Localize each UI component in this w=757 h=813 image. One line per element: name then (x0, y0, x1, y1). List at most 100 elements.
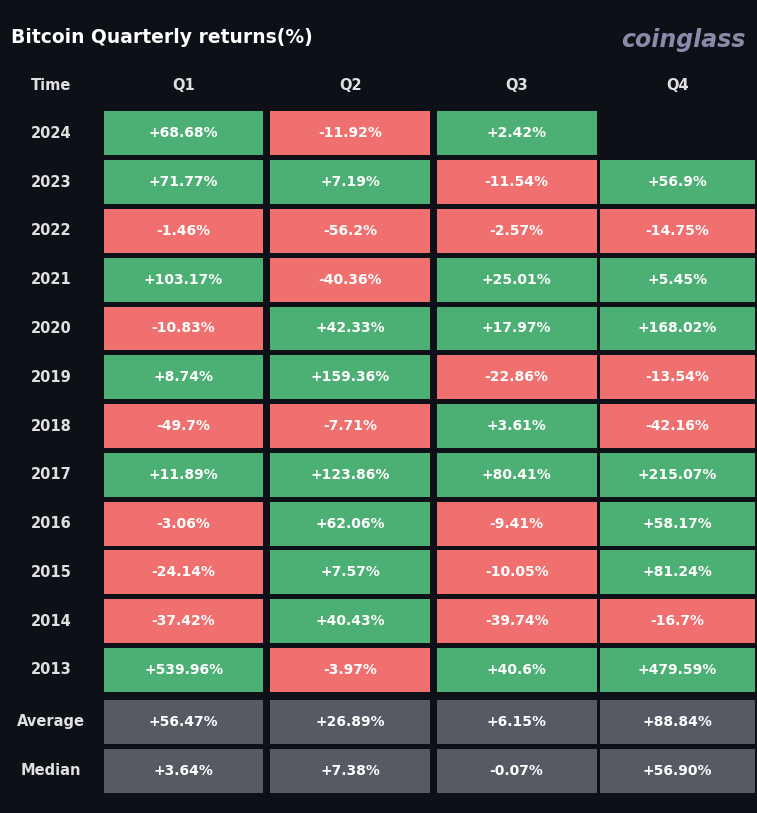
Bar (104, 258, 263, 302)
Bar (104, 160, 263, 204)
Text: -49.7%: -49.7% (157, 419, 210, 433)
Bar (270, 258, 430, 302)
Text: +215.07%: +215.07% (638, 467, 717, 482)
Bar (104, 599, 263, 643)
Text: Time: Time (31, 78, 71, 93)
Text: Q2: Q2 (339, 78, 361, 93)
Text: +81.24%: +81.24% (643, 565, 712, 580)
Text: -39.74%: -39.74% (484, 614, 549, 628)
Text: -3.06%: -3.06% (157, 516, 210, 531)
Text: -16.7%: -16.7% (650, 614, 705, 628)
Bar (600, 160, 755, 204)
Bar (270, 404, 430, 448)
Bar (437, 160, 597, 204)
Text: +6.15%: +6.15% (487, 715, 547, 729)
Text: Bitcoin Quarterly returns(%): Bitcoin Quarterly returns(%) (11, 28, 313, 47)
Text: -11.92%: -11.92% (318, 126, 382, 141)
Text: +25.01%: +25.01% (481, 272, 552, 287)
Bar (437, 355, 597, 399)
Bar (600, 700, 755, 744)
Text: 2020: 2020 (31, 321, 71, 336)
Text: -11.54%: -11.54% (484, 175, 549, 189)
Bar (600, 111, 755, 155)
Text: +168.02%: +168.02% (638, 321, 717, 336)
Bar (270, 749, 430, 793)
Bar (104, 307, 263, 350)
Bar (600, 599, 755, 643)
Text: +56.90%: +56.90% (643, 763, 712, 778)
Bar (270, 453, 430, 497)
Bar (437, 502, 597, 546)
Bar (104, 404, 263, 448)
Text: -1.46%: -1.46% (157, 224, 210, 238)
Bar (600, 550, 755, 594)
Text: 2017: 2017 (31, 467, 71, 482)
Bar (104, 111, 263, 155)
Text: +8.74%: +8.74% (154, 370, 213, 385)
Bar (437, 749, 597, 793)
Bar (104, 749, 263, 793)
Bar (270, 550, 430, 594)
Bar (437, 307, 597, 350)
Text: +26.89%: +26.89% (316, 715, 385, 729)
Text: -7.71%: -7.71% (323, 419, 377, 433)
Text: +11.89%: +11.89% (148, 467, 219, 482)
Bar (270, 700, 430, 744)
Bar (600, 209, 755, 253)
Text: -13.54%: -13.54% (646, 370, 709, 385)
Text: -3.97%: -3.97% (323, 663, 377, 677)
Text: +68.68%: +68.68% (149, 126, 218, 141)
Bar (437, 648, 597, 692)
Text: +56.47%: +56.47% (149, 715, 218, 729)
Bar (437, 453, 597, 497)
Bar (270, 648, 430, 692)
Text: Q4: Q4 (666, 78, 689, 93)
Bar (600, 502, 755, 546)
Bar (600, 453, 755, 497)
Bar (270, 502, 430, 546)
Text: -14.75%: -14.75% (646, 224, 709, 238)
Text: Q1: Q1 (172, 78, 195, 93)
Bar (437, 599, 597, 643)
Bar (437, 111, 597, 155)
Text: -24.14%: -24.14% (151, 565, 216, 580)
Text: +40.43%: +40.43% (316, 614, 385, 628)
Bar (600, 307, 755, 350)
Text: -37.42%: -37.42% (151, 614, 216, 628)
Text: +40.6%: +40.6% (487, 663, 547, 677)
Bar (437, 550, 597, 594)
Bar (270, 160, 430, 204)
Text: +123.86%: +123.86% (310, 467, 390, 482)
Bar (104, 502, 263, 546)
Text: -10.83%: -10.83% (151, 321, 216, 336)
Text: Median: Median (21, 763, 81, 778)
Text: -40.36%: -40.36% (318, 272, 382, 287)
Text: +17.97%: +17.97% (482, 321, 551, 336)
Bar (104, 550, 263, 594)
Text: 2016: 2016 (31, 516, 71, 531)
Bar (270, 111, 430, 155)
Text: +56.9%: +56.9% (647, 175, 708, 189)
Bar (104, 355, 263, 399)
Text: +62.06%: +62.06% (316, 516, 385, 531)
Text: +3.61%: +3.61% (487, 419, 547, 433)
Bar (104, 700, 263, 744)
Text: 2023: 2023 (31, 175, 71, 189)
Text: -56.2%: -56.2% (323, 224, 377, 238)
Bar (437, 258, 597, 302)
Bar (104, 453, 263, 497)
Text: 2018: 2018 (31, 419, 71, 433)
Text: 2024: 2024 (31, 126, 71, 141)
Bar (600, 404, 755, 448)
Bar (104, 648, 263, 692)
Bar (437, 209, 597, 253)
Bar (437, 404, 597, 448)
Text: -0.07%: -0.07% (490, 763, 544, 778)
Text: +5.45%: +5.45% (647, 272, 708, 287)
Text: +7.38%: +7.38% (320, 763, 380, 778)
Text: +7.19%: +7.19% (320, 175, 380, 189)
Bar (437, 700, 597, 744)
Text: +159.36%: +159.36% (310, 370, 390, 385)
Text: 2022: 2022 (31, 224, 71, 238)
Bar (600, 648, 755, 692)
